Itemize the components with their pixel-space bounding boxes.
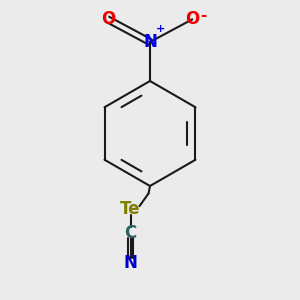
Text: Te: Te [120, 200, 141, 217]
Text: O: O [185, 11, 199, 28]
Text: +: + [155, 25, 165, 34]
Text: -: - [200, 8, 207, 23]
Text: N: N [143, 33, 157, 51]
Text: C: C [124, 224, 136, 242]
Text: O: O [101, 11, 115, 28]
Text: N: N [124, 254, 137, 272]
